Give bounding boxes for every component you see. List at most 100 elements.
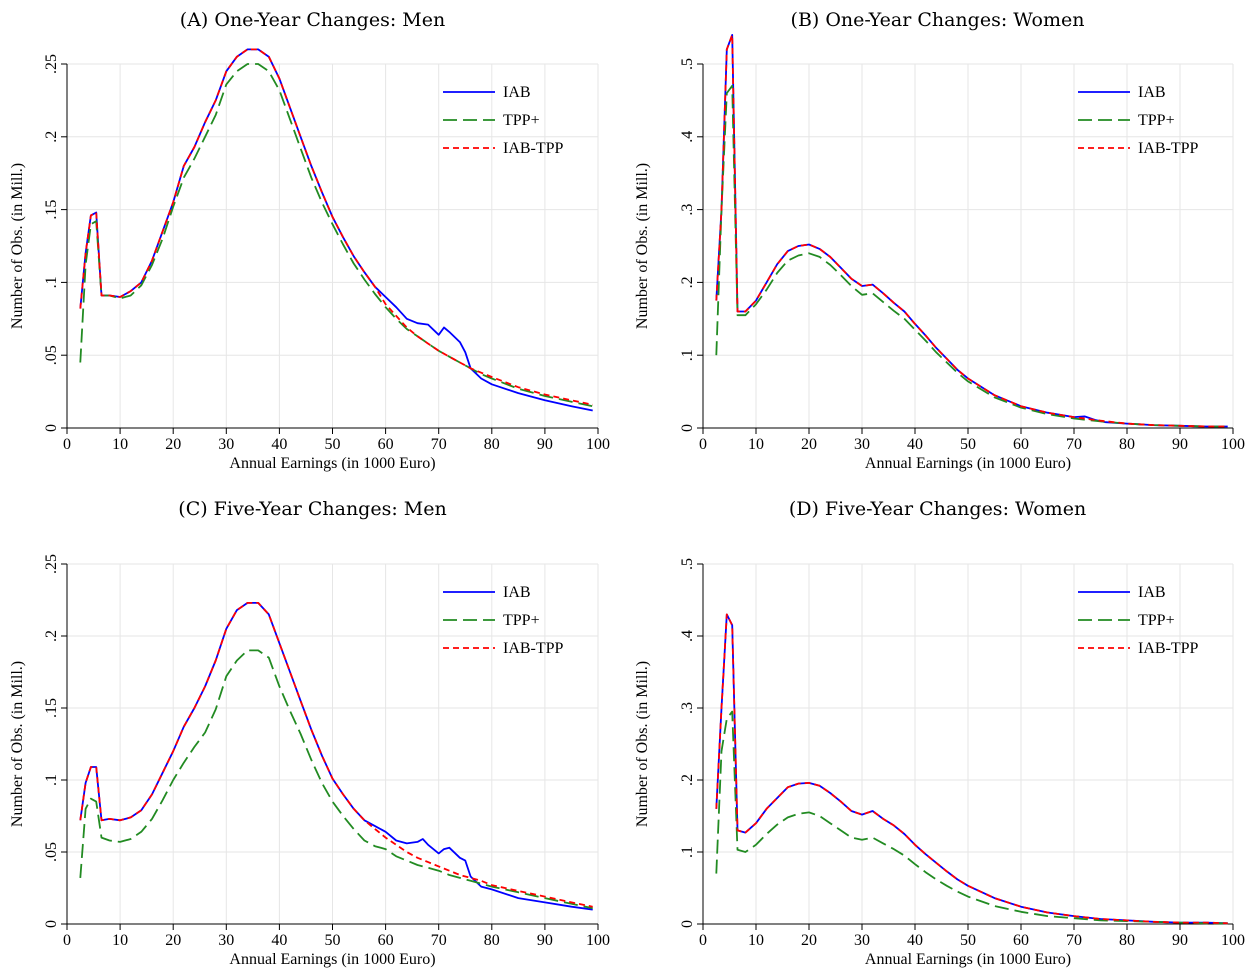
legend-label: TPP+ bbox=[503, 112, 540, 129]
x-axis-label: Annual Earnings (in 1000 Euro) bbox=[865, 951, 1071, 968]
legend-label: TPP+ bbox=[503, 612, 540, 629]
legend: IAB TPP+ IAB-TPP bbox=[443, 84, 564, 157]
y-tick-label: .1 bbox=[679, 846, 696, 858]
series-group bbox=[715, 613, 1228, 925]
legend: IAB TPP+ IAB-TPP bbox=[443, 584, 564, 657]
y-tick-label: .1 bbox=[43, 774, 60, 786]
y-tick-label: .1 bbox=[43, 276, 60, 288]
x-tick-label: 20 bbox=[165, 436, 181, 453]
chart-title: (A) One-Year Changes: Men bbox=[180, 9, 445, 31]
y-tick-label: .1 bbox=[679, 349, 696, 361]
x-tick-label: 0 bbox=[699, 436, 707, 453]
chart-svg: (A) One-Year Changes: Men 0 10 20 30 40 50 60 70… bbox=[9, 9, 610, 472]
x-tick-label: 30 bbox=[218, 932, 234, 949]
y-tick-label: 0 bbox=[679, 424, 696, 432]
y-tick-label: .2 bbox=[43, 131, 60, 143]
x-tick-label: 70 bbox=[431, 436, 447, 453]
x-tick-label: 40 bbox=[907, 932, 923, 949]
series-line-tpp- bbox=[715, 84, 1228, 428]
legend-label: TPP+ bbox=[1138, 112, 1175, 129]
x-tick-label: 90 bbox=[537, 932, 553, 949]
x-tick-label: 80 bbox=[484, 436, 500, 453]
y-axis-label: Number of Obs. (in Mill.) bbox=[9, 661, 26, 827]
x-tick-label: 20 bbox=[801, 436, 817, 453]
chart-svg: (B) One-Year Changes: Women 0 10 20 30 40 50 60… bbox=[634, 9, 1245, 472]
y-axis-label: Number of Obs. (in Mill.) bbox=[634, 163, 651, 329]
x-tick-label: 90 bbox=[537, 436, 553, 453]
y-tick-label: .2 bbox=[679, 774, 696, 786]
series-line-iab bbox=[715, 613, 1228, 925]
x-axis-label: Annual Earnings (in 1000 Euro) bbox=[229, 951, 435, 968]
legend-label: IAB-TPP bbox=[1138, 140, 1199, 157]
x-tick-label: 60 bbox=[378, 436, 394, 453]
gridlines bbox=[66, 63, 599, 429]
y-tick-label: .05 bbox=[43, 842, 60, 862]
x-tick-label: 20 bbox=[801, 932, 817, 949]
x-tick-label: 0 bbox=[699, 932, 707, 949]
series-line-iab-tpp bbox=[715, 613, 1228, 925]
y-tick-label: .3 bbox=[679, 204, 696, 216]
legend-label: IAB bbox=[1138, 584, 1166, 601]
series-line-iab-tpp bbox=[715, 34, 1228, 428]
x-tick-label: 50 bbox=[325, 932, 341, 949]
series-line-tpp- bbox=[79, 649, 593, 910]
x-tick-label: 20 bbox=[165, 932, 181, 949]
y-tick-label: .15 bbox=[43, 698, 60, 718]
panel-d-five-year-women: (D) Five-Year Changes: Women 0 10 20 30 40 50 6… bbox=[625, 489, 1250, 978]
x-tick-label: 70 bbox=[1066, 932, 1082, 949]
legend-label: IAB bbox=[503, 584, 531, 601]
y-tick-label: .4 bbox=[679, 630, 696, 642]
y-tick-label: .2 bbox=[43, 630, 60, 642]
x-tick-label: 10 bbox=[112, 932, 128, 949]
x-tick-label: 60 bbox=[1013, 932, 1029, 949]
y-tick-label: .05 bbox=[43, 345, 60, 365]
x-tick-label: 100 bbox=[586, 436, 610, 453]
chart-title: (C) Five-Year Changes: Men bbox=[178, 498, 446, 520]
x-tick-label: 60 bbox=[378, 932, 394, 949]
series-group bbox=[79, 48, 593, 412]
legend-label: IAB bbox=[503, 84, 531, 101]
x-tick-label: 50 bbox=[960, 932, 976, 949]
y-tick-label: .3 bbox=[679, 702, 696, 714]
series-line-iab-tpp bbox=[79, 48, 593, 406]
x-tick-label: 0 bbox=[63, 436, 71, 453]
chart-svg: (D) Five-Year Changes: Women 0 10 20 30 40 50 6… bbox=[634, 498, 1245, 968]
x-tick-label: 90 bbox=[1172, 932, 1188, 949]
legend: IAB TPP+ IAB-TPP bbox=[1078, 584, 1199, 657]
x-tick-label: 40 bbox=[271, 436, 287, 453]
y-tick-label: .5 bbox=[679, 558, 696, 570]
panel-b-one-year-women: (B) One-Year Changes: Women 0 10 20 30 40 50 60… bbox=[625, 0, 1250, 489]
x-tick-label: 90 bbox=[1172, 436, 1188, 453]
x-tick-label: 50 bbox=[325, 436, 341, 453]
x-tick-label: 10 bbox=[748, 932, 764, 949]
y-tick-label: .2 bbox=[679, 276, 696, 288]
legend-label: IAB-TPP bbox=[503, 140, 564, 157]
x-tick-label: 0 bbox=[63, 932, 71, 949]
y-axis-label: Number of Obs. (in Mill.) bbox=[9, 163, 26, 329]
x-tick-label: 70 bbox=[431, 932, 447, 949]
chart-title: (B) One-Year Changes: Women bbox=[791, 9, 1085, 31]
chart-title: (D) Five-Year Changes: Women bbox=[789, 498, 1086, 520]
x-tick-label: 10 bbox=[748, 436, 764, 453]
x-tick-label: 40 bbox=[271, 932, 287, 949]
x-tick-label: 70 bbox=[1066, 436, 1082, 453]
x-tick-label: 80 bbox=[1119, 436, 1135, 453]
x-axis-label: Annual Earnings (in 1000 Euro) bbox=[229, 455, 435, 472]
series-line-tpp- bbox=[715, 710, 1228, 925]
x-tick-label: 80 bbox=[1119, 932, 1135, 949]
y-tick-label: 0 bbox=[679, 920, 696, 928]
series-group bbox=[715, 34, 1228, 428]
y-tick-label: .5 bbox=[679, 58, 696, 70]
y-tick-label: .25 bbox=[43, 54, 60, 74]
x-tick-label: 60 bbox=[1013, 436, 1029, 453]
y-tick-label: .4 bbox=[679, 131, 696, 143]
x-tick-label: 30 bbox=[218, 436, 234, 453]
x-tick-label: 100 bbox=[586, 932, 610, 949]
y-axis-label: Number of Obs. (in Mill.) bbox=[634, 661, 651, 827]
series-group bbox=[79, 602, 593, 911]
panel-a-one-year-men: (A) One-Year Changes: Men 0 10 20 30 40 50 60 70… bbox=[0, 0, 625, 489]
y-tick-label: 0 bbox=[43, 920, 60, 928]
x-tick-label: 40 bbox=[907, 436, 923, 453]
x-tick-label: 50 bbox=[960, 436, 976, 453]
